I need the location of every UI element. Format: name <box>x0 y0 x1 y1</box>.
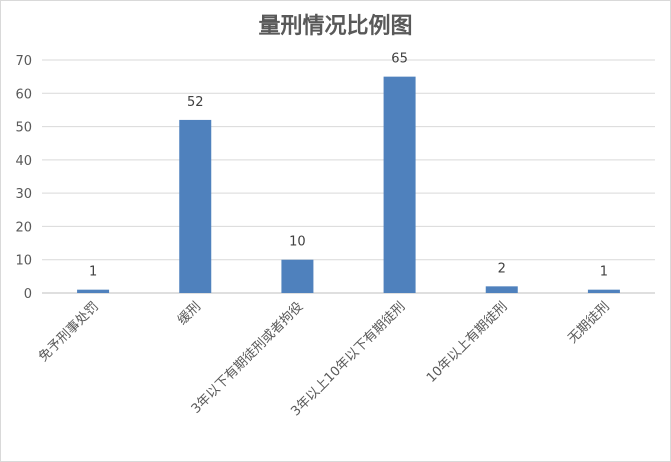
y-tick-label: 60 <box>15 87 32 102</box>
data-label: 10 <box>289 235 306 250</box>
gridlines <box>42 59 655 294</box>
category-label: 3年以上10年以下有期徒刑 <box>288 299 408 419</box>
data-label: 1 <box>600 265 608 280</box>
data-label: 1 <box>89 265 97 280</box>
bar <box>281 259 314 293</box>
y-tick-label: 70 <box>15 54 32 69</box>
y-tick-label: 20 <box>15 220 32 235</box>
y-axis: 0 10 20 30 40 50 60 70 <box>15 54 32 302</box>
y-tick-label: 10 <box>15 254 32 269</box>
category-label: 3年以下有期徒刑或者拘役 <box>189 299 307 417</box>
data-label: 2 <box>498 261 506 276</box>
bar <box>383 76 416 294</box>
category-label: 缓刑 <box>175 299 204 328</box>
y-tick-label: 0 <box>24 287 32 302</box>
y-tick-label: 50 <box>15 121 32 136</box>
bar <box>587 289 620 293</box>
bar <box>77 289 110 293</box>
data-label: 52 <box>187 95 204 110</box>
category-label: 免予刑事处罚 <box>36 299 102 365</box>
data-label: 65 <box>391 52 408 67</box>
category-label: 无期徒刑 <box>565 299 612 346</box>
y-tick-label: 30 <box>15 187 32 202</box>
bar <box>179 119 212 294</box>
bar <box>485 286 518 293</box>
category-label: 10年以上有期徒刑 <box>424 299 511 386</box>
y-tick-label: 40 <box>15 154 32 169</box>
chart-title: 量刑情况比例图 <box>258 14 413 39</box>
bars <box>77 76 620 294</box>
data-labels: 1 52 10 65 2 1 <box>89 52 608 280</box>
